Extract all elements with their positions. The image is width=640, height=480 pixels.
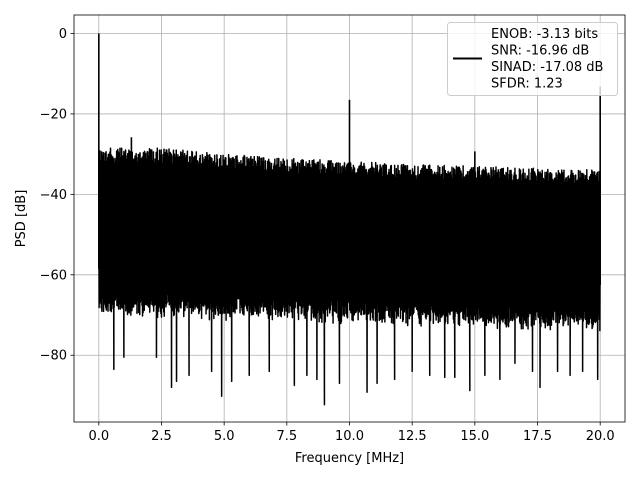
legend-entry-snr: SNR: -16.96 dB [491,44,589,59]
y-tick-label: −20 [40,107,67,122]
x-axis-label: Frequency [MHz] [295,451,404,466]
x-tick-label: 5.0 [214,429,235,444]
legend: ENOB: -3.13 bits SNR: -16.96 dB SINAD: -… [447,22,618,96]
axis-ticks: 0.0 2.5 5.0 7.5 10.0 12.5 15.0 17.5 20.0 0 −20 −40 −… [40,27,615,444]
legend-box [447,22,618,96]
x-tick-label: 12.5 [398,429,427,444]
x-tick-label: 7.5 [276,429,297,444]
x-tick-label: 15.0 [460,429,489,444]
y-tick-label: 0 [59,27,67,42]
psd-trace [98,33,601,406]
x-tick-label: 0.0 [88,429,109,444]
legend-entry-sfdr: SFDR: 1.23 [491,77,563,92]
x-tick-label: 17.5 [523,429,552,444]
y-axis-label: PSD [dB] [14,190,29,248]
x-tick-label: 2.5 [151,429,172,444]
y-tick-label: −60 [40,268,67,283]
x-tick-label: 10.0 [335,429,364,444]
y-tick-label: −80 [40,349,67,364]
x-tick-label: 20.0 [586,429,615,444]
legend-entry-enob: ENOB: -3.13 bits [491,27,598,42]
y-tick-label: −40 [40,188,67,203]
legend-entry-sinad: SINAD: -17.08 dB [491,60,603,75]
